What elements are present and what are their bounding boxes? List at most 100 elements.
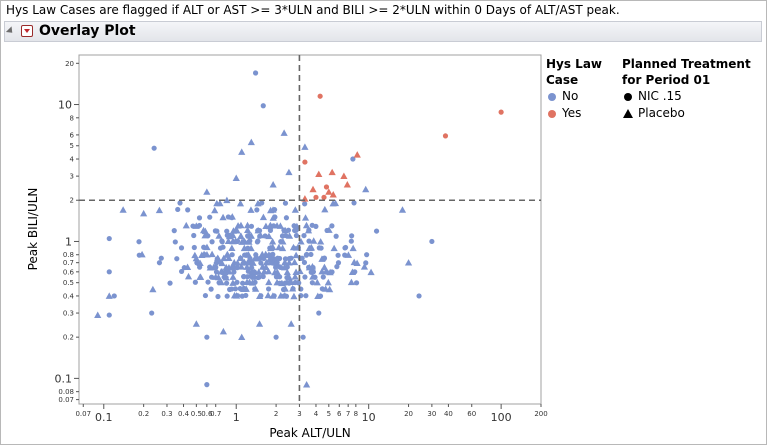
data-point-no [362, 185, 370, 193]
data-point-no [292, 268, 300, 275]
data-point-no [319, 286, 325, 292]
data-point-no [301, 232, 307, 239]
data-point-no [342, 244, 349, 251]
data-point-no [258, 250, 266, 258]
data-point-yes [343, 181, 351, 188]
data-point-no [244, 226, 252, 233]
data-point-no [353, 259, 361, 267]
data-point-no [253, 252, 259, 258]
data-point-no [204, 382, 210, 388]
x-tick-label: 4 [314, 410, 319, 418]
x-tick-label: 0.07 [75, 410, 91, 418]
data-point-no [349, 244, 357, 252]
y-tick-label: 4 [70, 156, 75, 164]
data-point-no [201, 227, 209, 235]
data-point-no [229, 279, 237, 286]
data-point-no [202, 292, 209, 299]
data-point-no [303, 293, 309, 299]
data-point-no [310, 269, 316, 275]
data-point-no [325, 226, 333, 233]
x-axis-label: Peak ALT/ULN [269, 426, 350, 440]
y-tick-label: 0.6 [63, 268, 75, 276]
data-point-no [229, 237, 237, 245]
data-point-no [282, 280, 288, 286]
data-point-no [271, 256, 277, 262]
data-point-no [275, 243, 283, 251]
data-point-no [242, 285, 250, 292]
data-point-no [175, 206, 181, 213]
y-tick-label: 3 [70, 173, 74, 181]
data-point-no [149, 285, 157, 293]
red-triangle-menu-icon[interactable] [21, 25, 33, 37]
data-point-no [238, 148, 246, 155]
data-point-no [349, 233, 355, 239]
data-point-no [198, 251, 206, 259]
data-point-no [211, 206, 219, 214]
legend-no-label: No [562, 89, 579, 103]
legend-item-no[interactable]: No [546, 88, 602, 105]
data-point-no [225, 232, 234, 240]
x-axis: 0.07 0.1 0.2 0.3 0.4 0.5 0.60.7 1 2 3 4 5 6 7 8 10 20 30 4… [75, 404, 548, 424]
data-point-no [209, 274, 215, 280]
data-point-no [136, 239, 142, 245]
data-point-no [308, 245, 314, 251]
overlay-plot-header[interactable]: Overlay Plot [4, 21, 762, 42]
data-point-no [185, 207, 191, 213]
data-point-no [255, 320, 264, 327]
legend-item-nic[interactable]: NIC .15 [622, 88, 751, 105]
legend-item-placebo[interactable]: Placebo [622, 105, 751, 122]
data-point-no [273, 264, 279, 270]
data-point-no [208, 250, 216, 258]
data-point-no [301, 259, 308, 266]
data-point-yes [498, 109, 504, 115]
y-tick-label: 0.08 [58, 388, 74, 396]
data-point-no [304, 226, 313, 234]
data-point-no [282, 256, 289, 262]
data-point-no [224, 228, 230, 234]
data-point-no [214, 255, 222, 262]
data-point-no [244, 251, 253, 258]
data-point-no [111, 293, 117, 299]
data-point-no [237, 255, 244, 261]
x-tick-label: 8 [354, 410, 358, 418]
data-point-no [363, 260, 369, 266]
data-point-no [196, 222, 203, 229]
data-point-no [282, 200, 289, 206]
data-point-no [183, 263, 192, 271]
data-point-no [330, 244, 338, 252]
data-point-yes [329, 190, 337, 198]
data-point-no [271, 268, 279, 276]
data-point-no [184, 272, 193, 280]
data-point-no [260, 273, 266, 280]
data-point-no [223, 196, 231, 204]
data-point-no [286, 280, 292, 286]
data-point-no [285, 168, 293, 176]
triangle-marker-icon [623, 109, 633, 118]
x-tick-label: 30 [427, 410, 436, 418]
data-point-no [278, 238, 284, 245]
x-tick-label: 0.1 [95, 411, 113, 424]
color-legend-title-2: Case [546, 73, 579, 87]
data-point-no [267, 244, 275, 251]
legend-no-swatch [548, 93, 556, 101]
data-point-no [308, 251, 314, 258]
x-tick-label: 10 [362, 411, 376, 424]
data-point-no [245, 233, 251, 239]
legend-item-yes[interactable]: Yes [546, 105, 602, 122]
data-point-no [269, 181, 277, 188]
data-point-no [316, 310, 322, 316]
data-point-no [212, 228, 218, 234]
data-point-no [331, 199, 340, 207]
data-point-no [317, 238, 325, 245]
data-point-no [258, 260, 264, 266]
data-point-no [250, 273, 258, 280]
data-point-no [192, 320, 200, 327]
data-point-yes [315, 170, 323, 178]
data-point-no [224, 293, 230, 299]
data-point-no [303, 252, 309, 258]
data-point-no [219, 327, 227, 335]
data-point-no [214, 273, 223, 281]
data-point-no [291, 206, 299, 213]
data-point-no [310, 237, 318, 244]
data-point-no [171, 227, 177, 234]
